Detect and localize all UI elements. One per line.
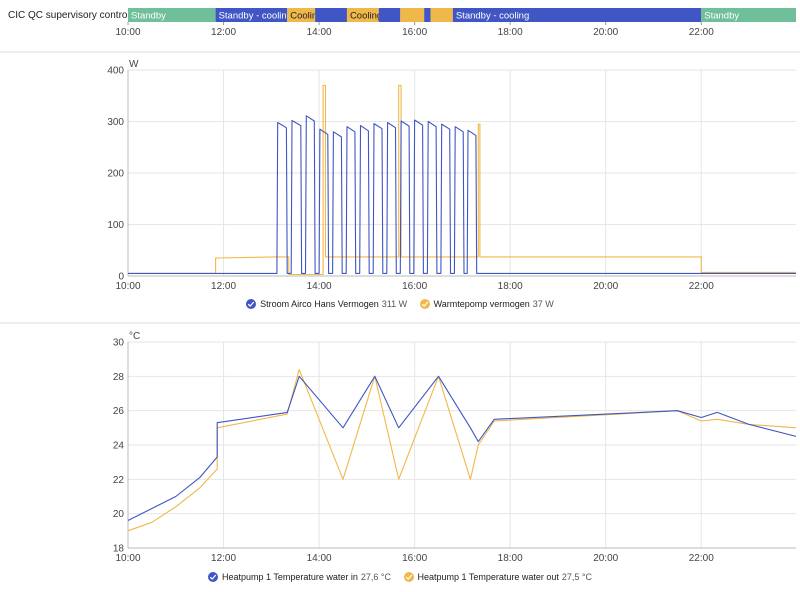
timeline-title: CIC QC supervisory control mode [8, 10, 158, 21]
y-axis-title: W [129, 59, 139, 70]
x-tick-label: 22:00 [689, 553, 714, 564]
timeline-x-axis: 10:00 12:00 14:00 16:00 18:00 20:00 22:00 [115, 22, 714, 38]
check-icon [419, 299, 430, 309]
legend-value: 27,6 °C [360, 572, 391, 582]
x-tick-label: 22:00 [689, 281, 714, 292]
y-tick-label: 0 [118, 272, 124, 283]
y-tick-label: 18 [113, 544, 125, 555]
y-tick-label: 400 [107, 66, 124, 77]
timeline-segment [424, 8, 431, 22]
temperature-legend: Heatpump 1 Temperature water in 27,6 °C … [0, 572, 800, 583]
timeline-segment [378, 8, 401, 22]
timeline-tick-label: 22:00 [689, 27, 714, 38]
series-line-water-out [127, 368, 797, 532]
legend-label: Stroom Airco Hans Vermogen [260, 299, 379, 309]
timeline-segment [346, 8, 379, 22]
legend-item-warmtepomp[interactable]: Warmtepomp vermogen 37 W [419, 299, 554, 309]
legend-value: 311 W [381, 299, 408, 309]
series-line-water-in [127, 375, 797, 521]
x-tick-label: 10:00 [115, 281, 140, 292]
y-tick-label: 22 [113, 475, 125, 486]
y-tick-label: 26 [113, 406, 125, 417]
timeline-segment [430, 8, 453, 22]
legend-label: Heatpump 1 Temperature water in [221, 572, 358, 582]
check-icon [403, 572, 414, 582]
y-tick-label: 300 [107, 117, 124, 128]
y-tick-label: 28 [113, 372, 125, 383]
series-line-airco [128, 115, 796, 274]
check-icon [207, 572, 218, 582]
x-tick-label: 10:00 [115, 553, 140, 564]
power-chart: 0 100 200 300 400 10:00 12:00 14:00 16:00 18:00 20… [107, 59, 796, 292]
series-line-warmtepomp [128, 84, 796, 276]
timeline-segment [128, 8, 216, 22]
timeline-segment-label: Cooling [350, 11, 382, 22]
x-tick-label: 12:00 [211, 281, 236, 292]
temperature-chart: 18 20 22 24 26 28 30 10:00 12:00 14:00 16:00 18:00 2… [113, 331, 797, 564]
power-legend: Stroom Airco Hans Vermogen 311 W Warmtep… [0, 299, 800, 310]
x-tick-label: 18:00 [498, 553, 523, 564]
timeline-tick-label: 12:00 [211, 27, 236, 38]
timeline-segment [701, 8, 796, 22]
x-tick-label: 20:00 [593, 281, 618, 292]
timeline-segment-label: Standby - cooling [219, 11, 292, 22]
timeline-segment-label: Standby [131, 11, 166, 22]
timeline-tick-label: 10:00 [115, 27, 140, 38]
x-tick-label: 18:00 [498, 281, 523, 292]
timeline-segment [287, 8, 316, 22]
timeline-segment [315, 8, 347, 22]
x-tick-label: 12:00 [211, 553, 236, 564]
timeline-segment-label: Standby [704, 11, 739, 22]
x-tick-label: 16:00 [402, 281, 427, 292]
timeline-segment-label: Cooling [290, 11, 322, 22]
legend-label: Heatpump 1 Temperature water out [417, 572, 559, 582]
check-icon [246, 299, 257, 309]
x-tick-label: 16:00 [402, 553, 427, 564]
timeline-segment [400, 8, 425, 22]
legend-item-airco[interactable]: Stroom Airco Hans Vermogen 311 W [246, 299, 407, 309]
x-tick-label: 14:00 [307, 281, 332, 292]
x-tick-label: 14:00 [307, 553, 332, 564]
legend-value: 27,5 °C [561, 572, 593, 582]
timeline-tick-label: 14:00 [307, 27, 332, 38]
timeline-tick-label: 20:00 [593, 27, 618, 38]
timeline-segment [452, 8, 702, 22]
legend-value: 37 W [532, 299, 554, 309]
legend-label: Warmtepomp vermogen [433, 299, 530, 309]
y-tick-label: 200 [107, 169, 124, 180]
y-tick-label: 24 [113, 441, 125, 452]
timeline-tick-label: 18:00 [498, 27, 523, 38]
y-tick-label: 20 [113, 509, 125, 520]
legend-item-water-out[interactable]: Heatpump 1 Temperature water out 27,5 °C [403, 572, 593, 582]
timeline-segment-label: Standby - cooling [456, 11, 529, 22]
y-axis-title: °C [129, 331, 140, 342]
timeline-segment [215, 8, 288, 22]
legend-item-water-in[interactable]: Heatpump 1 Temperature water in 27,6 °C [207, 572, 391, 582]
timeline-tick-label: 16:00 [402, 27, 427, 38]
y-tick-label: 30 [113, 338, 125, 349]
y-tick-label: 100 [107, 220, 124, 231]
x-tick-label: 20:00 [593, 553, 618, 564]
